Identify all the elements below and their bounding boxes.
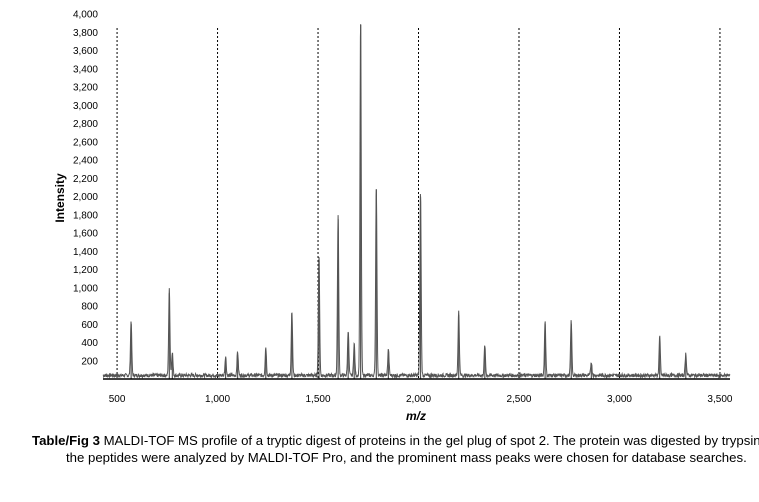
- ms-spectrum-chart: 200 400 600 800 1,000 1,200 1,400 1,600 1,800 2,0…: [53, 10, 733, 424]
- y-tick-label: 2,200: [73, 174, 98, 185]
- x-axis-ticks: 500 1,000 1,500 2,000 2,500 3,000 3,500: [109, 394, 733, 405]
- y-tick-label: 400: [81, 338, 98, 349]
- spectrum-series: [102, 24, 731, 380]
- x-tick-label: 2,000: [406, 394, 431, 405]
- caption-text: MALDI-TOF MS profile of a tryptic digest…: [66, 433, 759, 465]
- caption-lead: Table/Fig 3: [32, 433, 100, 448]
- y-tick-label: 4,000: [73, 10, 98, 21]
- y-tick-label: 3,400: [73, 64, 98, 75]
- y-tick-label: 2,800: [73, 119, 98, 130]
- x-tick-label: 3,000: [607, 394, 632, 405]
- x-axis-title: m/z: [406, 409, 426, 423]
- x-tick-label: 1,000: [205, 394, 230, 405]
- x-tick-label: 500: [109, 394, 126, 405]
- x-tick-label: 3,500: [707, 394, 732, 405]
- y-tick-label: 1,600: [73, 229, 98, 240]
- y-tick-label: 3,200: [73, 83, 98, 94]
- y-tick-label: 1,400: [73, 247, 98, 258]
- y-tick-label: 3,600: [73, 46, 98, 57]
- y-tick-label: 3,800: [73, 28, 98, 39]
- y-tick-label: 600: [81, 320, 98, 331]
- y-tick-label: 1,800: [73, 210, 98, 221]
- y-axis-title: Intensity: [53, 173, 67, 223]
- y-tick-label: 200: [81, 356, 98, 367]
- vertical-gridlines: [116, 28, 721, 379]
- y-tick-label: 1,200: [73, 265, 98, 276]
- spectrum-line: [102, 24, 731, 380]
- y-tick-label: 2,000: [73, 192, 98, 203]
- y-axis-ticks: 200 400 600 800 1,000 1,200 1,400 1,600 1,800 2,0…: [73, 10, 98, 368]
- x-tick-label: 1,500: [306, 394, 331, 405]
- y-tick-label: 2,400: [73, 156, 98, 167]
- figure-caption: Table/Fig 3 MALDI-TOF MS profile of a tr…: [32, 432, 759, 466]
- y-tick-label: 800: [81, 302, 98, 313]
- x-tick-label: 2,500: [506, 394, 531, 405]
- y-tick-label: 3,000: [73, 101, 98, 112]
- y-tick-label: 2,600: [73, 137, 98, 148]
- y-tick-label: 1,000: [73, 283, 98, 294]
